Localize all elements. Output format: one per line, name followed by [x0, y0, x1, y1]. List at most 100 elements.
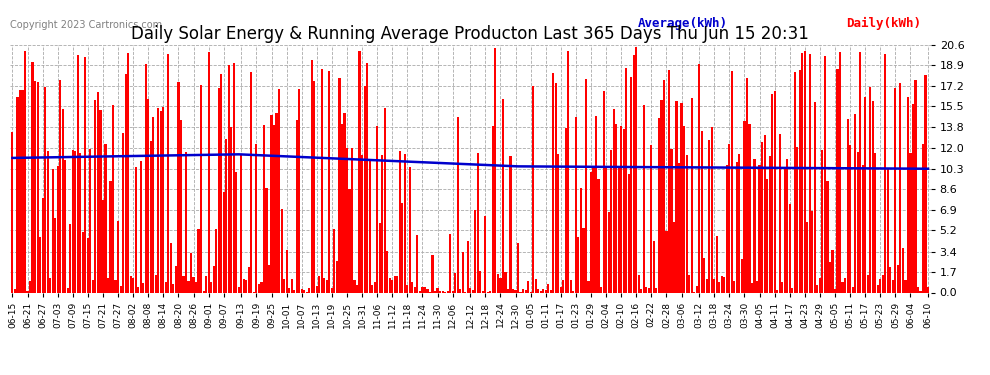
Bar	[250, 72, 252, 292]
Bar	[84, 57, 86, 292]
Bar	[195, 282, 197, 292]
Bar	[296, 120, 298, 292]
Bar	[64, 160, 66, 292]
Bar	[213, 266, 215, 292]
Bar	[373, 282, 376, 292]
Bar	[522, 290, 524, 292]
Bar	[489, 291, 491, 292]
Bar	[703, 258, 705, 292]
Bar	[837, 69, 839, 292]
Bar	[399, 151, 401, 292]
Title: Daily Solar Energy & Running Average Producton Last 365 Days Thu Jun 15 20:31: Daily Solar Energy & Running Average Pro…	[132, 26, 809, 44]
Bar	[572, 291, 574, 292]
Bar	[313, 81, 316, 292]
Bar	[761, 141, 763, 292]
Bar	[849, 145, 851, 292]
Bar	[32, 62, 34, 292]
Bar	[492, 126, 494, 292]
Bar	[549, 290, 551, 292]
Bar	[311, 60, 313, 292]
Bar	[77, 55, 79, 292]
Bar	[631, 76, 633, 292]
Bar	[608, 212, 610, 292]
Bar	[182, 276, 184, 292]
Bar	[552, 73, 554, 292]
Bar	[434, 291, 437, 292]
Bar	[525, 290, 527, 292]
Bar	[451, 291, 453, 292]
Bar	[102, 200, 104, 292]
Bar	[645, 287, 647, 292]
Bar	[283, 279, 285, 292]
Bar	[110, 180, 112, 292]
Bar	[220, 74, 223, 292]
Bar	[257, 284, 260, 292]
Bar	[51, 169, 53, 292]
Bar	[741, 259, 743, 292]
Bar	[248, 267, 249, 292]
Bar	[167, 54, 169, 292]
Bar	[170, 243, 172, 292]
Bar	[851, 288, 853, 292]
Bar	[157, 108, 159, 292]
Bar	[856, 152, 858, 292]
Bar	[817, 285, 819, 292]
Bar	[894, 88, 897, 292]
Bar	[120, 286, 122, 292]
Bar	[512, 288, 514, 292]
Bar	[554, 82, 556, 292]
Bar	[37, 82, 39, 292]
Bar	[670, 148, 672, 292]
Bar	[243, 279, 245, 292]
Bar	[751, 284, 753, 292]
Bar	[557, 154, 559, 292]
Bar	[324, 278, 326, 292]
Bar	[54, 218, 56, 292]
Bar	[567, 51, 569, 292]
Bar	[278, 89, 280, 292]
Bar	[839, 52, 842, 292]
Bar	[275, 113, 277, 292]
Bar	[587, 281, 590, 292]
Bar	[562, 280, 564, 292]
Bar	[318, 276, 321, 292]
Bar	[766, 179, 768, 292]
Bar	[301, 289, 303, 292]
Bar	[698, 64, 700, 292]
Bar	[882, 274, 884, 292]
Bar	[303, 290, 305, 292]
Bar	[756, 281, 758, 292]
Bar	[595, 116, 597, 292]
Bar	[432, 255, 434, 292]
Text: Average(kWh): Average(kWh)	[638, 17, 728, 30]
Bar	[915, 80, 917, 292]
Bar	[154, 275, 156, 292]
Bar	[768, 156, 770, 292]
Bar	[454, 273, 456, 292]
Bar	[378, 223, 381, 292]
Bar	[200, 85, 202, 292]
Bar	[663, 80, 665, 292]
Bar	[866, 274, 869, 292]
Bar	[149, 141, 151, 292]
Bar	[598, 179, 600, 292]
Bar	[138, 287, 140, 292]
Bar	[59, 81, 61, 292]
Bar	[564, 128, 567, 292]
Bar	[371, 285, 373, 292]
Bar	[210, 282, 212, 292]
Bar	[706, 279, 708, 292]
Bar	[861, 165, 863, 292]
Bar	[844, 278, 846, 292]
Bar	[641, 289, 643, 292]
Bar	[231, 128, 233, 292]
Bar	[87, 238, 89, 292]
Bar	[241, 154, 243, 292]
Bar	[456, 117, 458, 292]
Bar	[228, 65, 230, 292]
Bar	[246, 280, 248, 292]
Bar	[384, 108, 386, 292]
Bar	[623, 129, 625, 292]
Bar	[192, 277, 195, 292]
Bar	[391, 280, 393, 292]
